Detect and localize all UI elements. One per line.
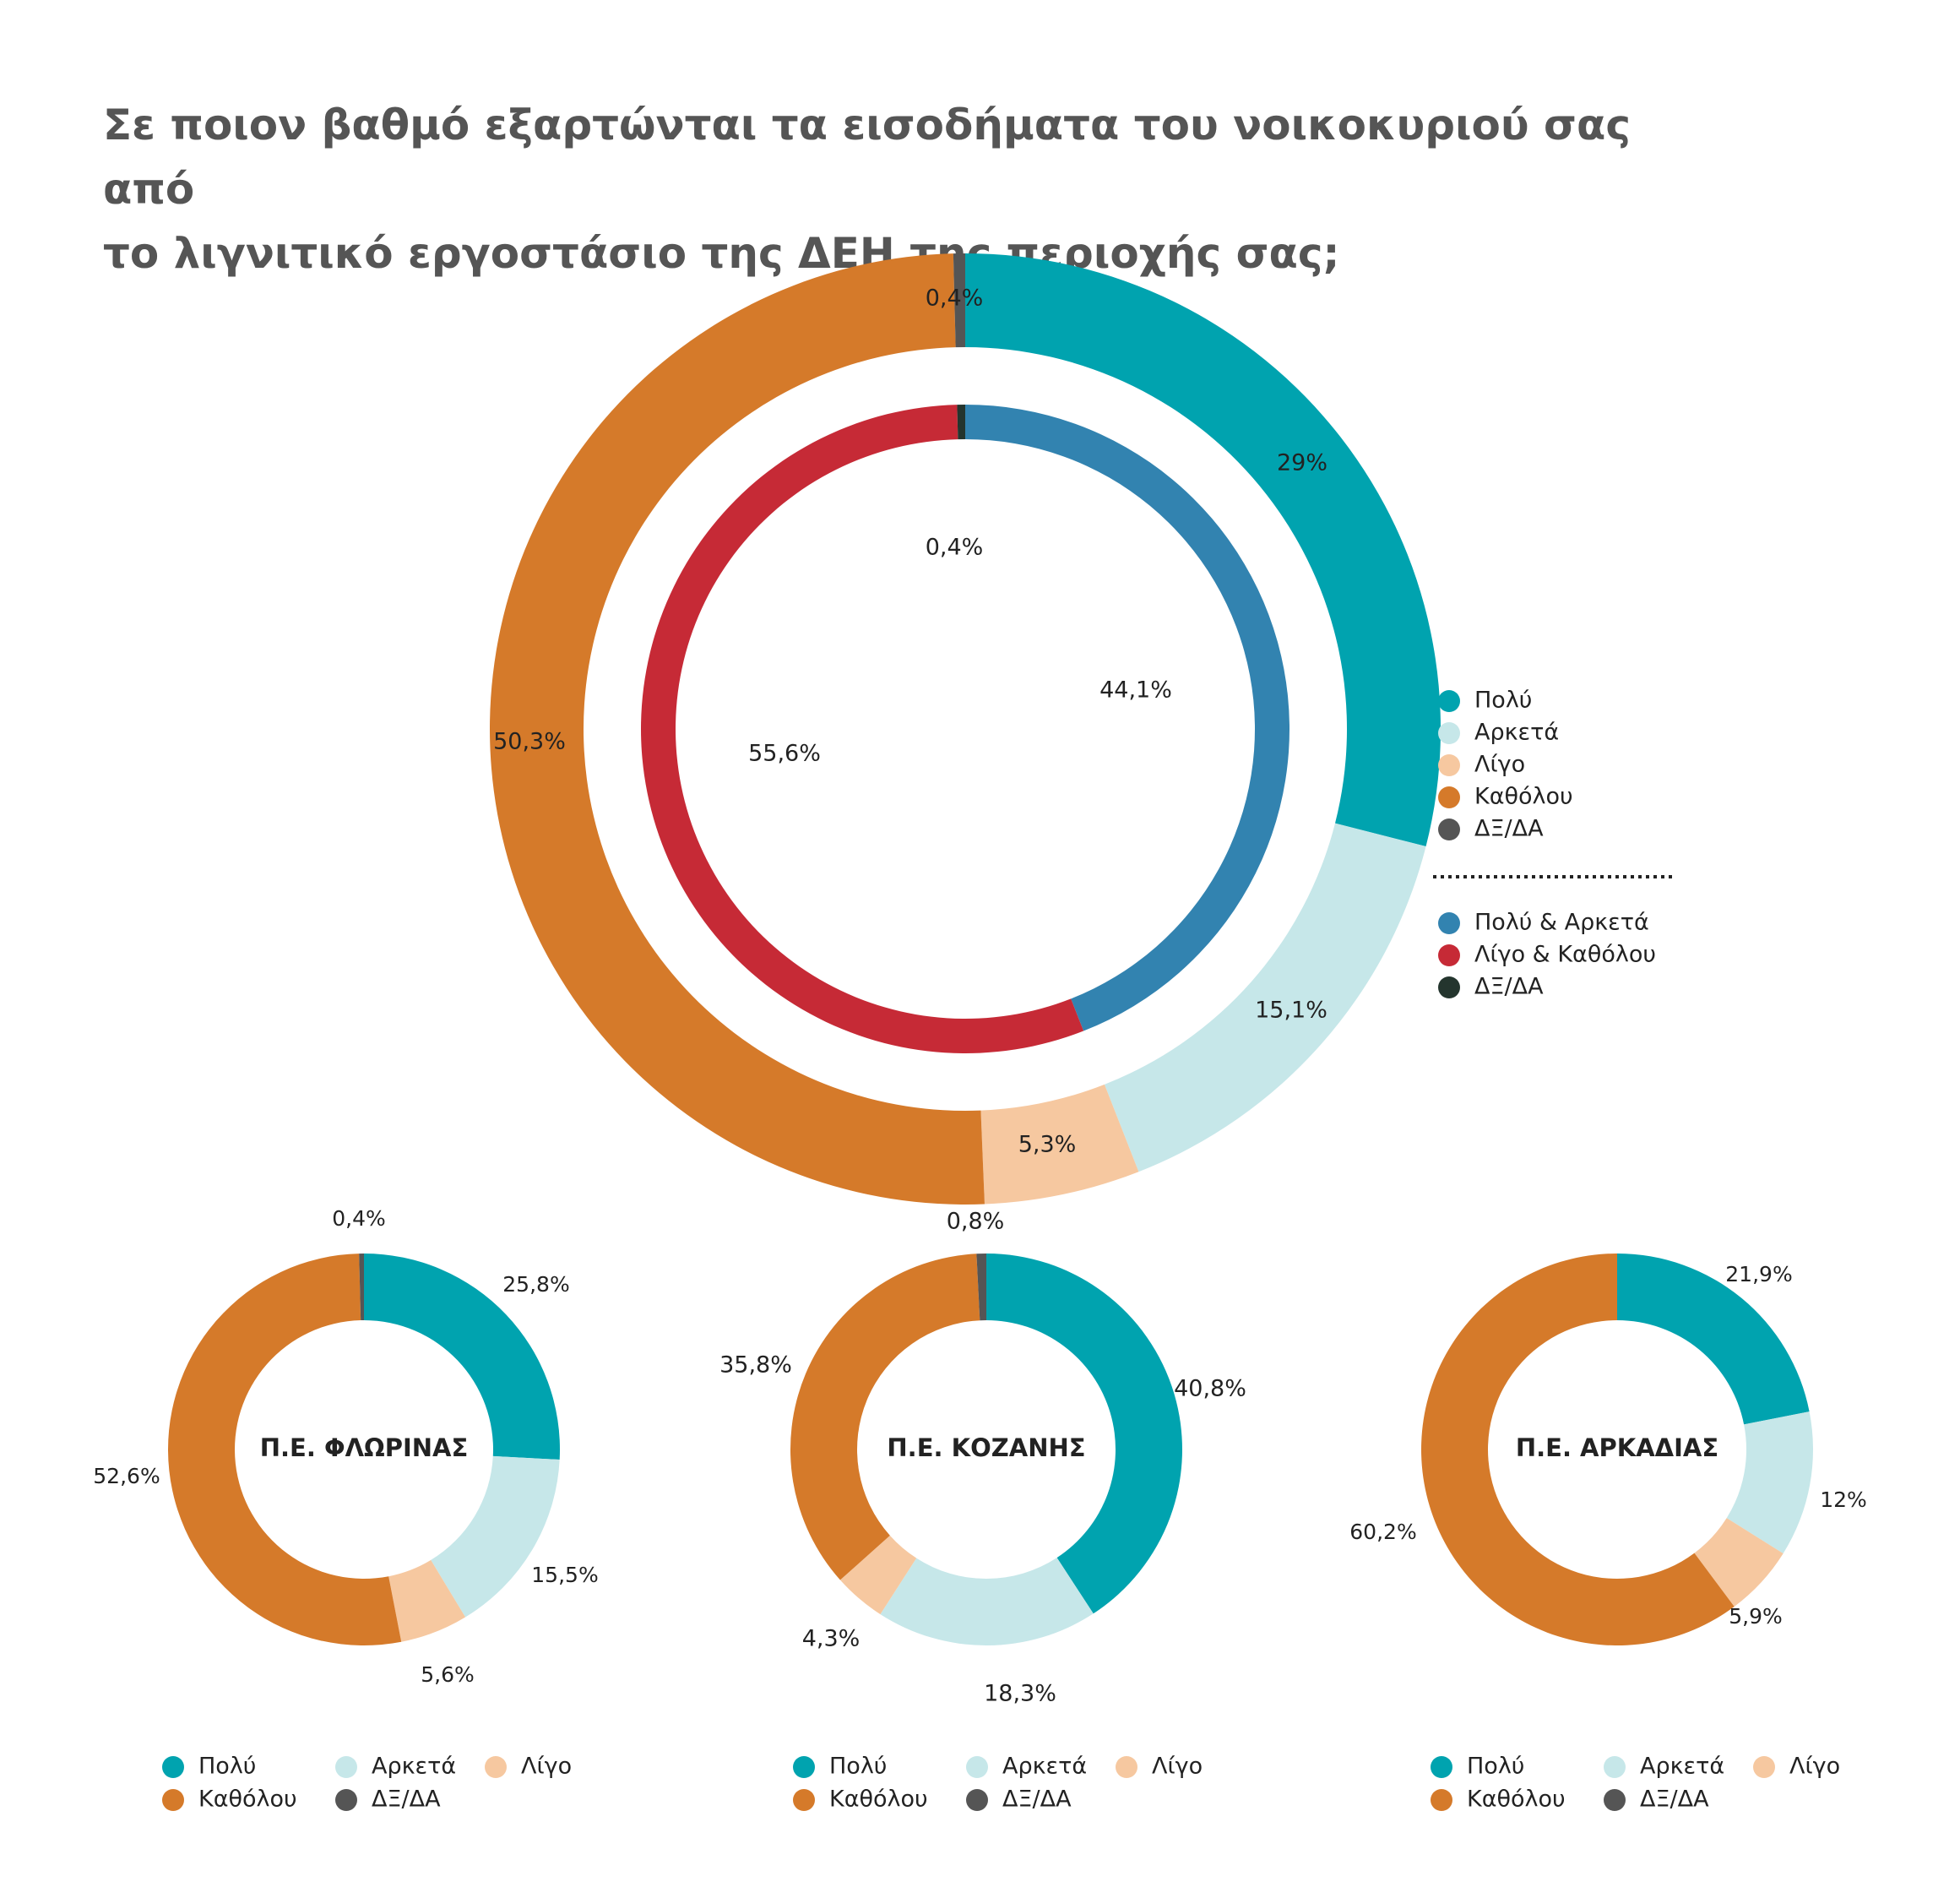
- main-legend-5-label: ΔΞ/ΔΑ: [1474, 816, 1544, 842]
- kozani-data-label-3: 4,3%: [802, 1626, 861, 1652]
- kozani-slice-5: [976, 1254, 986, 1321]
- main-outer-slice-1: [965, 253, 1441, 847]
- arkadia-legend-2-swatch: [1604, 1756, 1626, 1778]
- arkadia-slice-1: [1617, 1254, 1810, 1425]
- main-legend-inner-2-label: Λίγο & Καθόλου: [1474, 942, 1656, 968]
- main-outer-data-label-3: 5,3%: [1018, 1132, 1077, 1158]
- florina-center-label: Π.Ε. ΦΛΩΡΙΝΑΣ: [260, 1433, 469, 1462]
- florina-legend-5-swatch: [335, 1789, 357, 1811]
- florina-data-label-4: 52,6%: [93, 1464, 160, 1488]
- florina-data-label-2: 15,5%: [531, 1563, 598, 1587]
- main-legend-2-label: Αρκετά: [1474, 720, 1559, 746]
- florina-slice-3: [388, 1559, 466, 1642]
- title-line-2: το λιγνιτικό εργοστάσιο της ΔΕΗ της περι…: [103, 229, 1340, 278]
- arkadia-legend-1-label: Πολύ: [1467, 1754, 1524, 1780]
- main-inner-slice-3: [957, 405, 965, 440]
- main-legend-5-swatch: [1438, 818, 1460, 840]
- kozani-legend-5-label: ΔΞ/ΔΑ: [1002, 1787, 1072, 1813]
- kozani-slice-3: [839, 1535, 917, 1615]
- florina-slice-2: [431, 1455, 560, 1618]
- arkadia-legend-5-label: ΔΞ/ΔΑ: [1640, 1787, 1709, 1813]
- florina-slice-1: [364, 1254, 560, 1460]
- florina-legend-3-label: Λίγο: [521, 1754, 572, 1780]
- kozani-slice-4: [790, 1254, 980, 1580]
- page-title: Σε ποιον βαθμό εξαρτώνται τα εισοδήματα …: [103, 93, 1708, 286]
- kozani-legend-2-label: Αρκετά: [1002, 1754, 1087, 1780]
- florina-legend-2-label: Αρκετά: [372, 1754, 456, 1780]
- kozani-legend-4-swatch: [793, 1789, 815, 1811]
- main-legend-3-label: Λίγο: [1474, 752, 1525, 778]
- arkadia-legend-3-swatch: [1753, 1756, 1775, 1778]
- florina-legend-3-swatch: [485, 1756, 507, 1778]
- main-outer-slice-5: [953, 253, 965, 348]
- kozani-data-label-2: 18,3%: [984, 1681, 1056, 1707]
- arkadia-legend-1-swatch: [1431, 1756, 1452, 1778]
- florina-slice-4: [168, 1254, 402, 1645]
- title-line-1: Σε ποιον βαθμό εξαρτώνται τα εισοδήματα …: [103, 101, 1631, 214]
- florina-data-label-1: 25,8%: [502, 1272, 569, 1297]
- kozani-legend-5-swatch: [966, 1789, 988, 1811]
- florina-legend-5-label: ΔΞ/ΔΑ: [372, 1787, 441, 1813]
- kozani-legend-1-label: Πολύ: [829, 1754, 887, 1780]
- kozani-center-label: Π.Ε. ΚΟΖΑΝΗΣ: [887, 1433, 1085, 1462]
- arkadia-data-label-4: 60,2%: [1349, 1520, 1416, 1544]
- main-outer-data-label-5: 0,4%: [926, 286, 984, 312]
- main-outer-slice-3: [980, 1084, 1139, 1205]
- main-legend-inner-3-label: ΔΞ/ΔΑ: [1474, 974, 1544, 1000]
- arkadia-legend-5-swatch: [1604, 1789, 1626, 1811]
- main-legend-inner-1-label: Πολύ & Αρκετά: [1474, 910, 1649, 936]
- kozani-legend-3-label: Λίγο: [1152, 1754, 1203, 1780]
- florina-legend-1-label: Πολύ: [198, 1754, 256, 1780]
- kozani-legend-2-swatch: [966, 1756, 988, 1778]
- main-inner-slice-1: [965, 405, 1289, 1031]
- main-outer-data-label-2: 15,1%: [1255, 998, 1327, 1024]
- main-legend-inner-2-swatch: [1438, 944, 1460, 966]
- main-outer-data-label-1: 29%: [1277, 450, 1327, 476]
- arkadia-slice-4: [1420, 1254, 1735, 1645]
- florina-legend-4-label: Καθόλου: [198, 1787, 297, 1813]
- florina-data-label-5: 0,4%: [332, 1206, 386, 1231]
- florina-data-label-3: 5,6%: [421, 1662, 475, 1687]
- kozani-data-label-4: 35,8%: [719, 1352, 792, 1379]
- main-legend-inner-1-swatch: [1438, 912, 1460, 934]
- main-legend-inner-3-swatch: [1438, 976, 1460, 998]
- florina-legend-1-swatch: [162, 1756, 184, 1778]
- arkadia-data-label-1: 21,9%: [1725, 1262, 1792, 1286]
- arkadia-legend-4-swatch: [1431, 1789, 1452, 1811]
- main-legend-1-swatch: [1438, 690, 1460, 712]
- main-legend-3-swatch: [1438, 754, 1460, 776]
- main-inner-data-label-2: 55,6%: [748, 741, 821, 767]
- main-inner-data-label-1: 44,1%: [1099, 677, 1172, 704]
- main-inner-slice-2: [641, 405, 1084, 1053]
- kozani-data-label-5: 0,8%: [947, 1209, 1005, 1235]
- kozani-slice-1: [986, 1254, 1182, 1614]
- arkadia-legend-2-label: Αρκετά: [1640, 1754, 1724, 1780]
- main-legend-1-label: Πολύ: [1474, 688, 1532, 714]
- main-outer-data-label-4: 50,3%: [493, 729, 566, 755]
- kozani-legend-1-swatch: [793, 1756, 815, 1778]
- kozani-legend-4-label: Καθόλου: [829, 1787, 928, 1813]
- kozani-data-label-1: 40,8%: [1174, 1376, 1246, 1402]
- arkadia-slice-3: [1694, 1518, 1784, 1607]
- arkadia-center-label: Π.Ε. ΑΡΚΑΔΙΑΣ: [1516, 1433, 1718, 1462]
- arkadia-legend-4-label: Καθόλου: [1467, 1787, 1566, 1813]
- kozani-slice-2: [880, 1558, 1094, 1646]
- florina-slice-5: [359, 1254, 364, 1321]
- florina-legend-4-swatch: [162, 1789, 184, 1811]
- main-outer-slice-2: [1104, 823, 1426, 1172]
- arkadia-data-label-2: 12%: [1820, 1487, 1867, 1512]
- kozani-legend-3-swatch: [1116, 1756, 1137, 1778]
- florina-legend-2-swatch: [335, 1756, 357, 1778]
- arkadia-data-label-3: 5,9%: [1729, 1604, 1783, 1629]
- main-outer-slice-4: [490, 253, 985, 1205]
- arkadia-slice-2: [1726, 1411, 1814, 1554]
- arkadia-legend-3-label: Λίγο: [1789, 1754, 1840, 1780]
- main-legend-4-swatch: [1438, 786, 1460, 808]
- main-legend-4-label: Καθόλου: [1474, 784, 1573, 810]
- main-legend-2-swatch: [1438, 722, 1460, 744]
- main-inner-data-label-3: 0,4%: [926, 535, 984, 561]
